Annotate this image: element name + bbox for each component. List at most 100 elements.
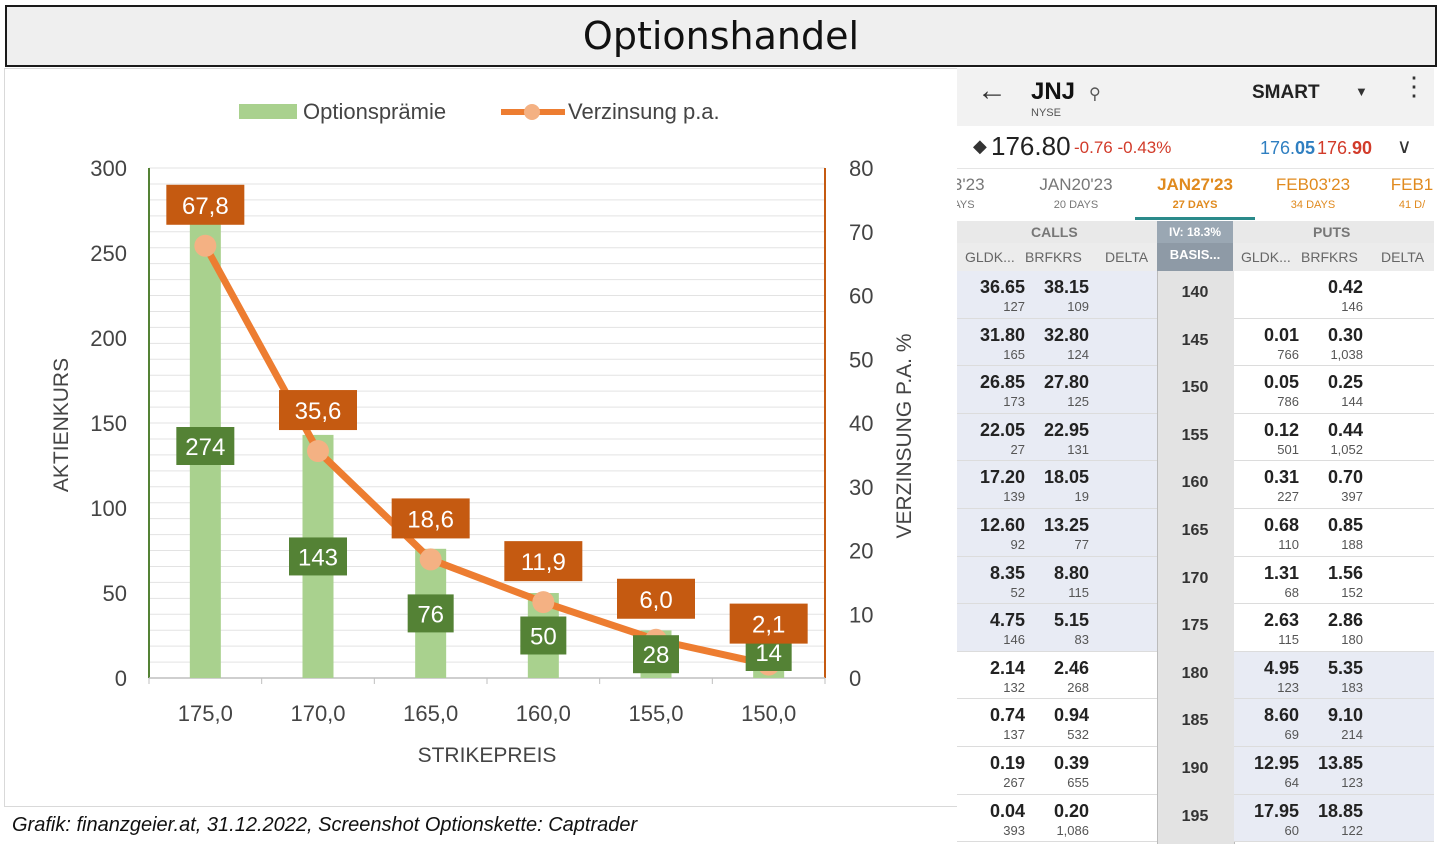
tab-date: FEB1 xyxy=(1390,175,1434,194)
route-selector[interactable]: SMART xyxy=(1252,82,1320,103)
chain-row[interactable]: 17.20 139 18.05 19 160 0.31 227 0.70 397 xyxy=(957,461,1434,509)
call-ask[interactable]: 22.95 131 xyxy=(1029,420,1089,457)
chain-row[interactable]: 0.74 137 0.94 532 185 8.60 69 9.10 214 xyxy=(957,699,1434,747)
chain-row[interactable]: 0.04 393 0.20 1,086 195 17.95 60 18.85 122 xyxy=(957,794,1434,843)
put-bid[interactable]: 8.60 69 xyxy=(1237,705,1299,742)
call-ask[interactable]: 0.20 1,086 xyxy=(1029,801,1089,838)
call-ask[interactable]: 8.80 115 xyxy=(1029,563,1089,600)
chain-row[interactable]: 4.75 146 5.15 83 175 2.63 115 2.86 180 xyxy=(957,604,1434,652)
call-bid[interactable]: 8.35 52 xyxy=(963,563,1025,600)
put-bid-size: 123 xyxy=(1277,679,1299,695)
col-calls-delta[interactable]: DELTA xyxy=(1105,249,1149,265)
put-ask[interactable]: 18.85 122 xyxy=(1301,801,1363,838)
call-ask[interactable]: 27.80 125 xyxy=(1029,372,1089,409)
chain-row[interactable]: 12.60 92 13.25 77 165 0.68 110 0.85 188 xyxy=(957,509,1434,557)
chain-row[interactable]: 36.65 127 38.15 109 140 0.42 146 xyxy=(957,271,1434,319)
caption: Grafik: finanzgeier.at, 31.12.2022, Scre… xyxy=(12,814,638,836)
call-ask[interactable]: 32.80 124 xyxy=(1029,325,1089,362)
call-bid-value: 2.14 xyxy=(989,657,1025,678)
ask-price[interactable]: 176.90 xyxy=(1317,138,1372,159)
chain-row[interactable]: 26.85 173 27.80 125 150 0.05 786 0.25 144 xyxy=(957,366,1434,414)
put-ask[interactable]: 13.85 123 xyxy=(1301,753,1363,790)
put-ask-size: 152 xyxy=(1341,584,1363,600)
call-ask[interactable]: 13.25 77 xyxy=(1029,515,1089,552)
put-ask[interactable]: 1.56 152 xyxy=(1301,563,1363,600)
more-vert-icon[interactable]: ⋮ xyxy=(1401,71,1427,101)
put-bid[interactable]: 12.95 64 xyxy=(1237,753,1299,790)
chevron-down-icon[interactable]: ∨ xyxy=(1397,136,1412,158)
col-basis[interactable]: BASIS... xyxy=(1157,243,1233,271)
call-ask[interactable]: 0.39 655 xyxy=(1029,753,1089,790)
put-ask[interactable]: 2.86 180 xyxy=(1301,610,1363,647)
tab-expiry[interactable]: FEB03'23 34 DAYS xyxy=(1258,175,1368,211)
put-ask[interactable]: 0.25 144 xyxy=(1301,372,1363,409)
put-bid[interactable]: 2.63 115 xyxy=(1237,610,1299,647)
call-bid[interactable]: 0.19 267 xyxy=(963,753,1025,790)
call-bid[interactable]: 4.75 146 xyxy=(963,610,1025,647)
chain-row[interactable]: 2.14 132 2.46 268 180 4.95 123 5.35 183 xyxy=(957,651,1434,700)
arrow-left-icon[interactable]: ← xyxy=(977,74,1007,107)
call-bid[interactable]: 0.04 393 xyxy=(963,801,1025,838)
put-cell-bg xyxy=(1234,556,1434,605)
call-bid[interactable]: 36.65 127 xyxy=(963,277,1025,314)
col-puts-delta[interactable]: DELTA xyxy=(1381,249,1425,265)
put-bid[interactable]: 1.31 68 xyxy=(1237,563,1299,600)
col-calls-bid[interactable]: GLDK... xyxy=(965,249,1015,265)
diamond-icon: ◆ xyxy=(973,136,987,156)
y2-tick-label: 60 xyxy=(849,284,873,309)
call-cell-bg xyxy=(957,318,1157,367)
tab-expiry[interactable]: 13'23 AYS xyxy=(957,175,1019,211)
put-ask[interactable]: 0.70 397 xyxy=(1301,467,1363,504)
col-calls-ask[interactable]: BRFKRS xyxy=(1025,249,1082,265)
put-ask[interactable]: 0.30 1,038 xyxy=(1301,325,1363,362)
call-ask[interactable]: 18.05 19 xyxy=(1029,467,1089,504)
put-ask[interactable]: 0.44 1,052 xyxy=(1301,420,1363,457)
call-bid[interactable]: 12.60 92 xyxy=(963,515,1025,552)
put-bid[interactable]: 17.95 60 xyxy=(1237,801,1299,838)
call-ask[interactable]: 38.15 109 xyxy=(1029,277,1089,314)
call-ask[interactable]: 2.46 268 xyxy=(1029,658,1089,695)
call-bid[interactable]: 0.74 137 xyxy=(963,705,1025,742)
col-puts-bid[interactable]: GLDK... xyxy=(1241,249,1291,265)
put-ask[interactable]: 5.35 183 xyxy=(1301,658,1363,695)
call-ask[interactable]: 5.15 83 xyxy=(1029,610,1089,647)
call-bid[interactable]: 26.85 173 xyxy=(963,372,1025,409)
call-cell-bg xyxy=(957,794,1157,843)
call-bid-size: 27 xyxy=(1010,441,1025,457)
chain-row[interactable]: 0.19 267 0.39 655 190 12.95 64 13.85 123 xyxy=(957,747,1434,795)
call-bid[interactable]: 22.05 27 xyxy=(963,420,1025,457)
put-bid-size: 501 xyxy=(1277,441,1299,457)
call-bid[interactable]: 17.20 139 xyxy=(963,467,1025,504)
put-bid[interactable]: 4.95 123 xyxy=(1237,658,1299,695)
put-bid[interactable]: 0.05 786 xyxy=(1237,372,1299,409)
put-ask[interactable]: 0.42 146 xyxy=(1301,277,1363,314)
call-bid[interactable]: 2.14 132 xyxy=(963,658,1025,695)
put-bid[interactable]: 0.68 110 xyxy=(1237,515,1299,552)
search-icon[interactable]: ⚲ xyxy=(1089,86,1101,103)
call-ask-size: 1,086 xyxy=(1056,822,1089,838)
tab-expiry[interactable]: JAN20'23 20 DAYS xyxy=(1021,175,1131,211)
call-ask[interactable]: 0.94 532 xyxy=(1029,705,1089,742)
y-tick-label: 150 xyxy=(90,411,127,436)
chain-row[interactable]: 22.05 27 22.95 131 155 0.12 501 0.44 1,052 xyxy=(957,413,1434,462)
put-ask[interactable]: 9.10 214 xyxy=(1301,705,1363,742)
line-data-label-box xyxy=(279,390,357,431)
put-bid[interactable] xyxy=(1237,277,1299,278)
call-ask-value: 32.80 xyxy=(1043,324,1089,345)
chain-row[interactable]: 31.80 165 32.80 124 145 0.01 766 0.30 1,038 xyxy=(957,318,1434,367)
call-bid-size: 393 xyxy=(1003,822,1025,838)
symbol[interactable]: JNJ xyxy=(1031,78,1076,105)
tab-expiry[interactable]: FEB1 41 D/ xyxy=(1357,175,1434,211)
call-ask-value: 5.15 xyxy=(1053,610,1089,631)
caret-down-icon[interactable]: ▼ xyxy=(1355,84,1368,99)
tab-expiry-active[interactable]: JAN27'23 27 DAYS xyxy=(1140,175,1250,211)
put-bid[interactable]: 0.12 501 xyxy=(1237,420,1299,457)
put-bid[interactable]: 0.01 766 xyxy=(1237,325,1299,362)
call-bid[interactable]: 31.80 165 xyxy=(963,325,1025,362)
put-bid-size: 110 xyxy=(1278,537,1299,552)
put-ask[interactable]: 0.85 188 xyxy=(1301,515,1363,552)
bid-price[interactable]: 176.05 xyxy=(1260,138,1315,159)
put-bid[interactable]: 0.31 227 xyxy=(1237,467,1299,504)
col-puts-ask[interactable]: BRFKRS xyxy=(1301,249,1358,265)
chain-row[interactable]: 8.35 52 8.80 115 170 1.31 68 1.56 152 xyxy=(957,556,1434,605)
